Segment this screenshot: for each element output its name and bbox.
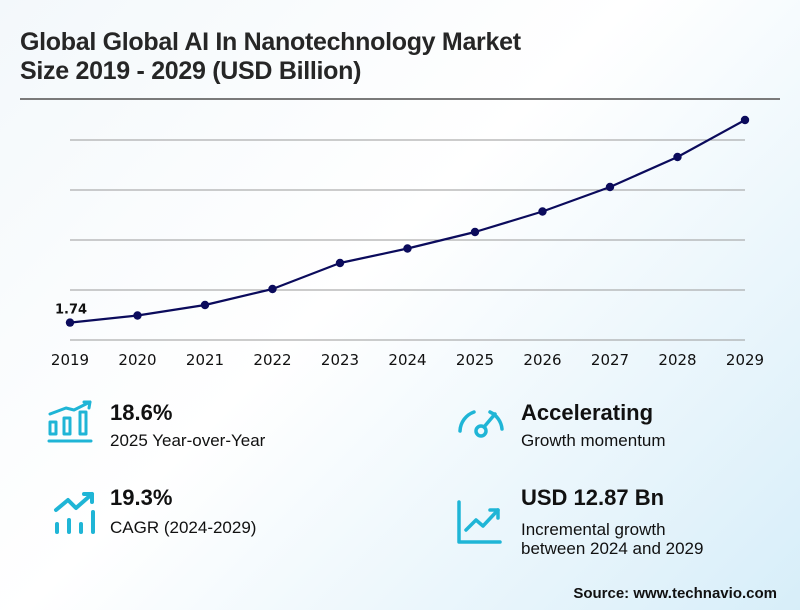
x-tick-label: 2024 [388, 351, 426, 369]
x-tick-label: 2022 [253, 351, 291, 369]
x-tick-label: 2029 [726, 351, 764, 369]
data-point [335, 258, 345, 268]
speedometer-icon [458, 410, 504, 438]
stat-yoy-label: 2025 Year-over-Year [110, 431, 266, 450]
title-line-1: Global Global AI In Nanotechnology Marke… [20, 28, 521, 56]
x-tick-label: 2028 [658, 351, 696, 369]
x-tick-label: 2027 [591, 351, 629, 369]
stat-increment-value: USD 12.87 Bn [521, 485, 665, 510]
data-label: 1.74 [55, 303, 87, 318]
stat-cagr-label: CAGR (2024-2029) [110, 518, 257, 537]
line-chart: 1.74 2019 2020 2021 2022 2023 2024 2025 2026 202… [51, 115, 764, 369]
data-point [470, 227, 480, 237]
bar-chart-growth-icon [47, 400, 93, 443]
data-point [133, 311, 142, 320]
series-polyline [69, 119, 746, 324]
x-tick-label: 2020 [118, 351, 156, 369]
title-line-2: Size 2019 - 2029 (USD Billion) [20, 57, 362, 85]
line-chart-up-icon [457, 500, 502, 544]
gridlines [70, 139, 745, 341]
stat-increment-label: Incremental growth between 2024 and 2029 [521, 520, 703, 558]
trend-up-bars-icon [54, 492, 95, 534]
data-point [605, 182, 615, 192]
stat-cagr-value: 19.3% [110, 485, 173, 510]
data-point [65, 318, 75, 327]
chart-title: Global Global AI In Nanotechnology Marke… [20, 28, 521, 86]
stat-momentum-label: Growth momentum [521, 431, 666, 450]
data-point [268, 284, 277, 294]
stat-yoy-value: 18.6% [110, 400, 173, 425]
data-point [740, 115, 750, 125]
x-tick-label: 2026 [523, 351, 561, 369]
x-tick-label: 2023 [321, 351, 359, 369]
stat-increment-label-line-2: between 2024 and 2029 [521, 539, 704, 558]
data-point [673, 152, 682, 162]
x-tick-label: 2021 [186, 351, 224, 369]
series-line: 1.74 [55, 115, 750, 327]
stat-momentum-value: Accelerating [521, 400, 654, 425]
data-point [538, 207, 547, 216]
x-tick-label: 2019 [51, 351, 89, 369]
stat-increment-label-line-1: Incremental growth [521, 520, 666, 539]
data-point [200, 300, 210, 310]
source-credit: Source: www.technavio.com [573, 585, 777, 602]
title-divider [20, 98, 780, 100]
x-axis-ticks: 2019 2020 2021 2022 2023 2024 2025 2026 2027 2028… [51, 351, 764, 369]
data-point [403, 244, 412, 253]
x-tick-label: 2025 [456, 351, 494, 369]
